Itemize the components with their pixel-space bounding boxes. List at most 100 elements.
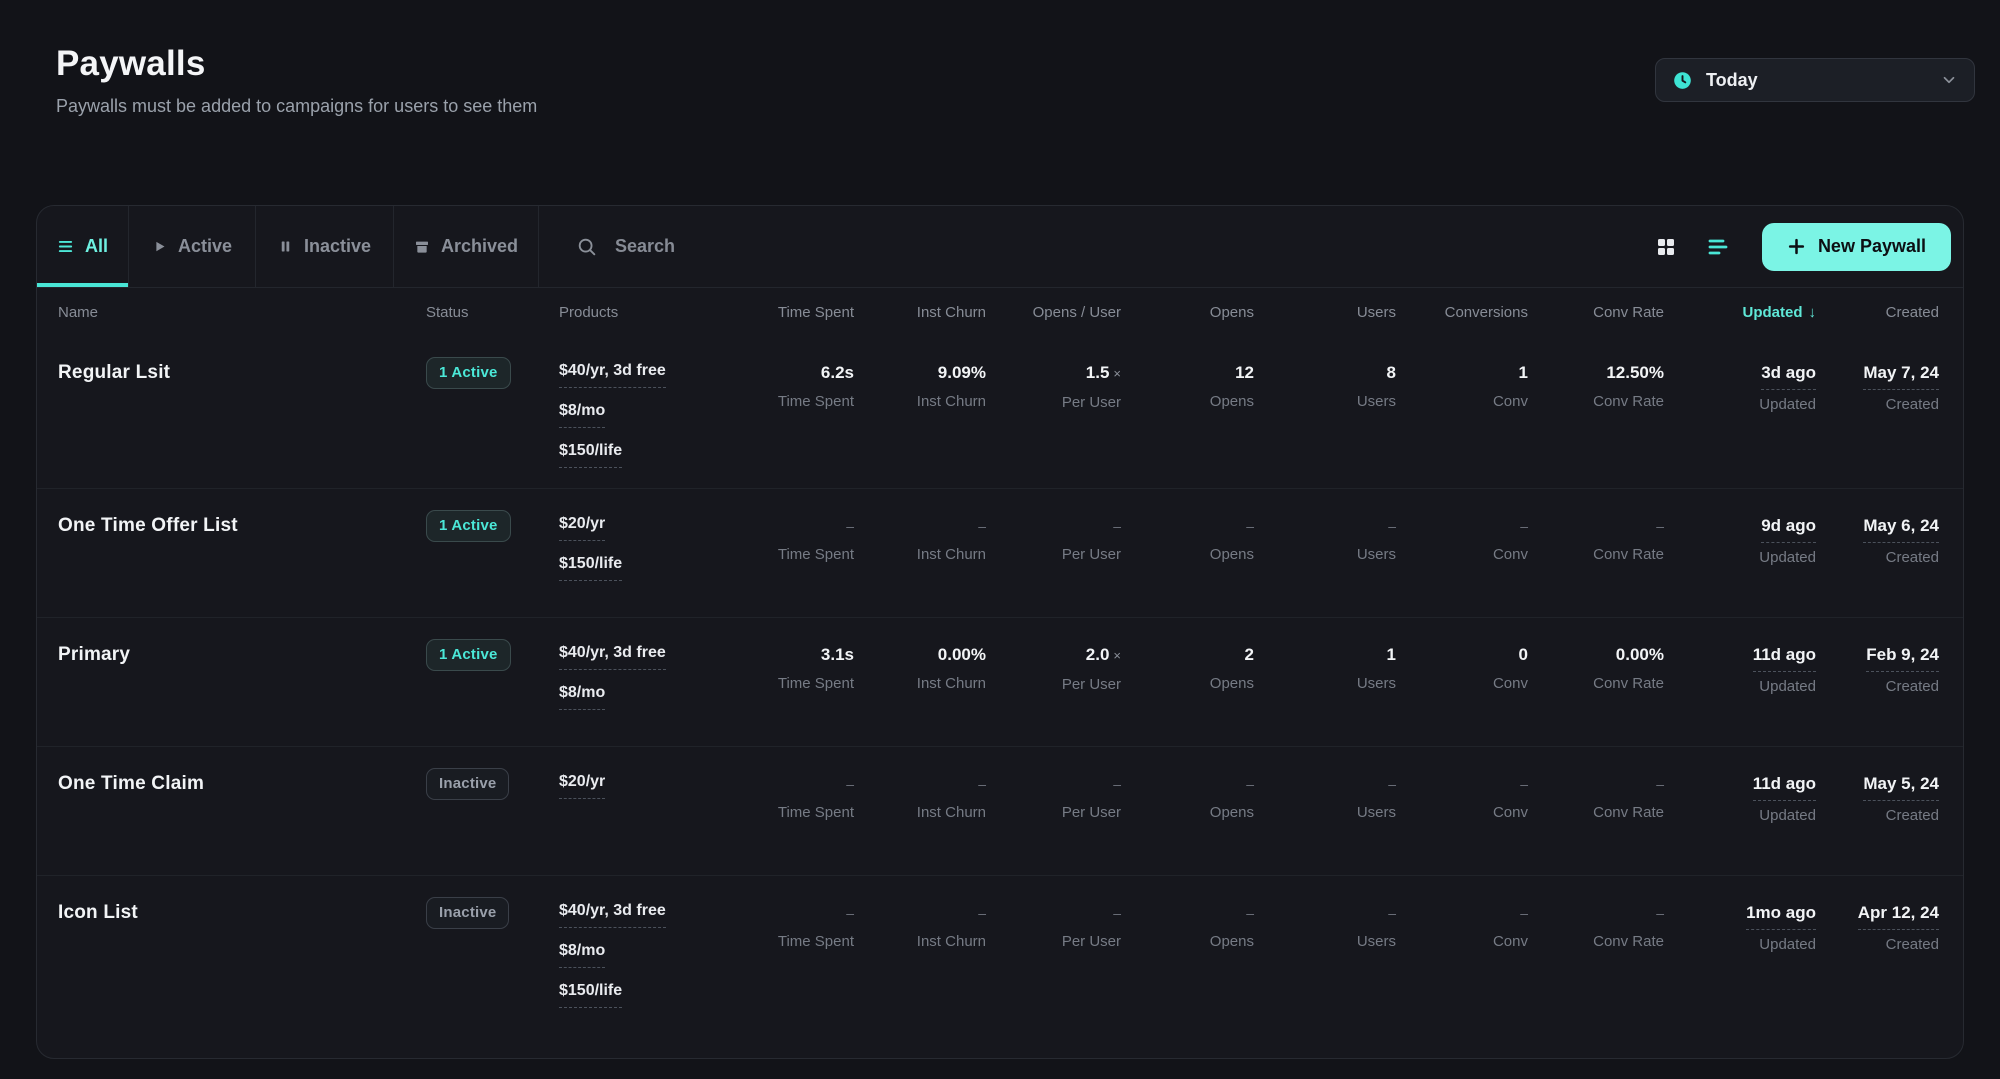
tab-label: All xyxy=(84,236,108,256)
product-price[interactable]: $150/life xyxy=(559,442,623,468)
table-row[interactable]: Regular Lsit 1 Active $40/yr, 3d free $8/mo… xyxy=(37,336,1963,488)
updated-label: Updated xyxy=(1759,678,1816,695)
metric-time-spent: – Time Spent xyxy=(734,515,854,597)
metric-label: Per User xyxy=(1061,676,1121,693)
created-value[interactable]: Apr 12, 24 xyxy=(1857,902,1939,930)
product-price[interactable]: $20/yr xyxy=(559,773,606,799)
name-cell: Icon List xyxy=(58,902,426,1008)
column-header-name[interactable]: Name xyxy=(58,303,99,321)
column-header-opens-user[interactable]: Opens / User xyxy=(1032,303,1121,321)
products-cell: $40/yr, 3d free $8/mo xyxy=(559,644,734,726)
paywall-name: Icon List xyxy=(58,902,138,923)
table-row[interactable]: Icon List Inactive $40/yr, 3d free $8/mo $15… xyxy=(37,875,1963,1028)
metric-time-spent: 6.2s Time Spent xyxy=(734,362,854,468)
column-header-time-spent[interactable]: Time Spent xyxy=(777,303,854,321)
column-header-users[interactable]: Users xyxy=(1356,303,1396,321)
search-box[interactable] xyxy=(539,206,1652,287)
updated-cell: 11d ago Updated xyxy=(1664,773,1816,855)
metric-opens: 2 Opens xyxy=(1121,644,1254,726)
metric-opens: – Opens xyxy=(1121,902,1254,1008)
metric-per-user: 2.0 × Per User xyxy=(986,644,1121,726)
metric-label: Conv xyxy=(1492,804,1528,821)
metric-value: – xyxy=(978,905,986,921)
metric-value: 0 xyxy=(1518,645,1528,664)
created-value[interactable]: Feb 9, 24 xyxy=(1866,644,1939,672)
table-row[interactable]: One Time Claim Inactive $20/yr – Time Spent –… xyxy=(37,746,1963,875)
products-cell: $20/yr xyxy=(559,773,734,855)
created-value[interactable]: May 5, 24 xyxy=(1863,773,1939,801)
metric-value: – xyxy=(1520,776,1528,792)
product-price[interactable]: $40/yr, 3d free xyxy=(559,644,666,670)
product-price[interactable]: $8/mo xyxy=(559,402,606,428)
updated-value[interactable]: 1mo ago xyxy=(1746,902,1816,930)
updated-value[interactable]: 11d ago xyxy=(1752,644,1816,672)
column-header-updated[interactable]: Updated ↓ xyxy=(1742,303,1817,321)
search-input[interactable] xyxy=(615,236,1035,257)
created-value[interactable]: May 6, 24 xyxy=(1863,515,1939,543)
created-cell: May 5, 24 Created xyxy=(1816,773,1939,855)
product-price[interactable]: $150/life xyxy=(559,555,623,581)
products-cell: $40/yr, 3d free $8/mo $150/life xyxy=(559,902,734,1008)
created-label: Created xyxy=(1885,807,1939,824)
paywall-name: One Time Claim xyxy=(58,773,205,794)
column-header-products[interactable]: Products xyxy=(559,303,619,321)
column-header-conv-rate[interactable]: Conv Rate xyxy=(1593,303,1664,321)
table-header-row: Name Status Products Time Spent Inst Churn Op… xyxy=(37,288,1963,336)
column-header-created[interactable]: Created xyxy=(1885,303,1939,321)
product-price[interactable]: $20/yr xyxy=(559,515,606,541)
date-filter-dropdown[interactable]: Today xyxy=(1655,58,1975,102)
column-header-status[interactable]: Status xyxy=(426,303,469,321)
metric-value: 8 xyxy=(1386,363,1396,382)
multiplier-suffix: × xyxy=(1113,648,1121,663)
tab-all[interactable]: All xyxy=(37,206,129,287)
metric-value: 1.5 × xyxy=(1085,363,1121,382)
metric-label: Conv Rate xyxy=(1593,933,1664,950)
product-price[interactable]: $40/yr, 3d free xyxy=(559,902,666,928)
created-cell: Feb 9, 24 Created xyxy=(1816,644,1939,726)
metric-label: Users xyxy=(1356,393,1396,410)
status-cell: 1 Active xyxy=(426,510,559,597)
grid-view-button[interactable] xyxy=(1652,233,1680,261)
updated-value[interactable]: 9d ago xyxy=(1761,515,1816,543)
metric-time-spent: 3.1s Time Spent xyxy=(734,644,854,726)
product-price[interactable]: $150/life xyxy=(559,982,623,1008)
page-title: Paywalls xyxy=(56,44,206,83)
metric-label: Conv Rate xyxy=(1593,546,1664,563)
metric-label: Users xyxy=(1356,933,1396,950)
metric-label: Time Spent xyxy=(777,546,854,563)
column-header-inst-churn[interactable]: Inst Churn xyxy=(916,303,986,321)
metric-label: Conv xyxy=(1492,675,1528,692)
updated-label: Updated xyxy=(1759,936,1816,953)
metric-label: Opens xyxy=(1209,804,1254,821)
column-header-conversions[interactable]: Conversions xyxy=(1444,303,1528,321)
tab-active[interactable]: Active xyxy=(129,206,256,287)
column-header-opens[interactable]: Opens xyxy=(1209,303,1254,321)
metric-label: Conv xyxy=(1492,933,1528,950)
metric-label: Inst Churn xyxy=(916,933,986,950)
updated-value[interactable]: 3d ago xyxy=(1761,362,1816,390)
table-row[interactable]: One Time Offer List 1 Active $20/yr $150/li… xyxy=(37,488,1963,617)
list-view-icon xyxy=(1706,235,1730,259)
metric-users: – Users xyxy=(1254,515,1396,597)
product-price[interactable]: $8/mo xyxy=(559,942,606,968)
created-value[interactable]: May 7, 24 xyxy=(1863,362,1939,390)
page-subtitle: Paywalls must be added to campaigns for … xyxy=(56,96,538,116)
updated-value[interactable]: 11d ago xyxy=(1752,773,1816,801)
play-icon xyxy=(152,239,167,254)
product-price[interactable]: $8/mo xyxy=(559,684,606,710)
metric-label: Per User xyxy=(1061,546,1121,563)
metric-value: – xyxy=(1656,518,1664,534)
metric-value: 9.09% xyxy=(937,363,986,382)
new-paywall-button[interactable]: New Paywall xyxy=(1761,222,1951,271)
name-cell: Primary xyxy=(58,644,426,726)
created-cell: Apr 12, 24 Created xyxy=(1816,902,1939,1008)
metric-label: Time Spent xyxy=(777,675,854,692)
list-view-button[interactable] xyxy=(1704,233,1732,261)
product-price[interactable]: $40/yr, 3d free xyxy=(559,362,666,388)
metric-value: 12.50% xyxy=(1606,363,1664,382)
metric-value: – xyxy=(1113,905,1121,921)
tab-archived[interactable]: Archived xyxy=(394,206,539,287)
tab-inactive[interactable]: Inactive xyxy=(256,206,394,287)
table-row[interactable]: Primary 1 Active $40/yr, 3d free $8/mo 3.1s T… xyxy=(37,617,1963,746)
metric-value: – xyxy=(1388,776,1396,792)
